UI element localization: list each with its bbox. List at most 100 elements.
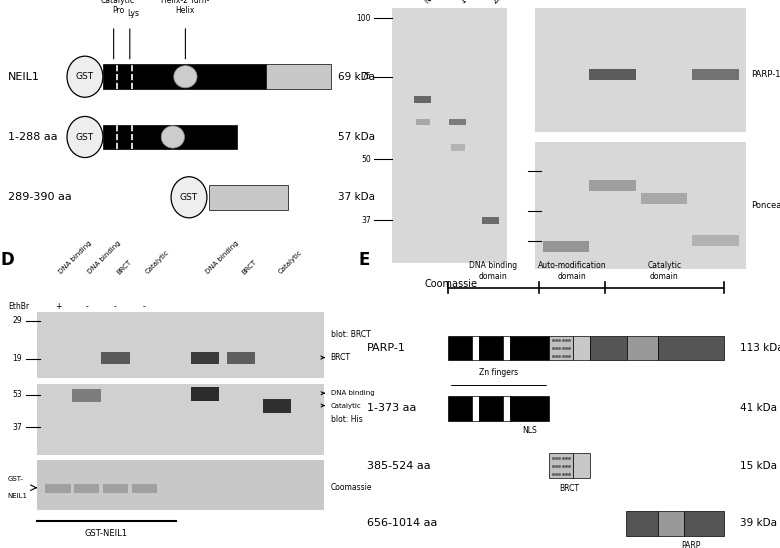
Bar: [191, 352, 219, 364]
Text: Auto-modification
domain: Auto-modification domain: [537, 261, 606, 281]
Bar: [37, 384, 324, 455]
Text: DNA binding: DNA binding: [205, 240, 240, 275]
Bar: [449, 118, 466, 125]
Ellipse shape: [161, 126, 185, 148]
Bar: [573, 454, 590, 478]
Text: Coomassie: Coomassie: [424, 279, 477, 289]
Text: GST-: GST-: [8, 476, 23, 482]
Text: 37: 37: [12, 423, 22, 432]
Text: Catalytic: Catalytic: [277, 249, 303, 275]
Text: NEIL1: NEIL1: [8, 72, 40, 82]
Bar: [503, 396, 510, 421]
Text: Helix-2 Turn-
Helix: Helix-2 Turn- Helix: [161, 0, 210, 15]
Bar: [549, 454, 573, 478]
Text: 19: 19: [12, 355, 22, 363]
Text: NLS: NLS: [522, 426, 537, 435]
Text: 385-524 aa: 385-524 aa: [367, 461, 431, 471]
Bar: [479, 335, 503, 361]
Bar: [510, 335, 549, 361]
Bar: [510, 396, 549, 421]
Text: EthBr: EthBr: [8, 302, 29, 311]
Text: blot: BRCT: blot: BRCT: [331, 330, 370, 339]
Bar: [658, 511, 685, 536]
Text: 29: 29: [12, 316, 22, 325]
Bar: [535, 8, 746, 132]
Text: Catalytic: Catalytic: [144, 249, 170, 275]
Bar: [479, 396, 503, 421]
Text: 41 kDa: 41 kDa: [739, 403, 777, 413]
Text: -: -: [143, 302, 146, 311]
Text: DNA binding: DNA binding: [321, 390, 374, 396]
Text: Catalytic: Catalytic: [321, 403, 361, 408]
Bar: [448, 335, 472, 361]
Text: 1-288: 1-288: [458, 0, 480, 5]
Text: E: E: [359, 250, 370, 269]
Text: blot: His: blot: His: [331, 415, 363, 424]
Text: DNA binding: DNA binding: [87, 240, 122, 275]
Text: 69 kDa: 69 kDa: [338, 72, 375, 82]
Bar: [590, 335, 627, 361]
Ellipse shape: [171, 176, 207, 218]
Bar: [535, 142, 746, 269]
Text: PARP
signature: PARP signature: [672, 541, 709, 548]
Bar: [37, 460, 324, 510]
Text: 37: 37: [361, 216, 370, 225]
Text: BRCT: BRCT: [241, 258, 258, 275]
Text: 100: 100: [356, 14, 370, 22]
Text: 289-390 aa: 289-390 aa: [8, 192, 72, 202]
Text: Zn fingers: Zn fingers: [479, 368, 518, 377]
Text: NEIL1: NEIL1: [8, 493, 28, 499]
Bar: [627, 335, 658, 361]
Text: 37 kDa: 37 kDa: [338, 192, 375, 202]
Bar: [693, 236, 739, 247]
Bar: [209, 185, 288, 210]
Bar: [101, 352, 129, 364]
Text: NEIL1: NEIL1: [423, 0, 445, 5]
Bar: [263, 399, 291, 413]
Bar: [37, 312, 324, 378]
Text: 656-1014 aa: 656-1014 aa: [367, 518, 437, 528]
Text: BRCT: BRCT: [321, 353, 351, 362]
Text: -: -: [114, 302, 117, 311]
Bar: [482, 217, 498, 224]
Text: D: D: [1, 250, 14, 269]
Bar: [472, 396, 479, 421]
Ellipse shape: [67, 56, 103, 98]
Bar: [573, 335, 590, 361]
Text: 53: 53: [12, 390, 22, 399]
Ellipse shape: [174, 66, 197, 88]
Text: -: -: [85, 302, 88, 311]
Bar: [590, 70, 636, 81]
Bar: [73, 389, 101, 402]
Text: Ponceau: Ponceau: [752, 201, 780, 210]
Bar: [685, 511, 724, 536]
Bar: [503, 335, 510, 361]
Text: GST: GST: [180, 193, 198, 202]
Text: 57 kDa: 57 kDa: [338, 132, 375, 142]
Bar: [590, 180, 636, 191]
Bar: [416, 118, 430, 125]
Text: DNA binding
domain: DNA binding domain: [469, 261, 517, 281]
Bar: [227, 352, 255, 364]
Text: 289-390: 289-390: [490, 0, 519, 5]
Bar: [641, 193, 687, 204]
Text: PARP-1: PARP-1: [752, 70, 780, 79]
Bar: [191, 387, 219, 401]
Bar: [626, 511, 658, 536]
Text: 1-373 aa: 1-373 aa: [367, 403, 416, 413]
Text: Catalytic
domain: Catalytic domain: [647, 261, 681, 281]
Text: 50: 50: [361, 155, 370, 164]
Bar: [392, 8, 507, 263]
Text: GST: GST: [76, 72, 94, 81]
Bar: [658, 335, 724, 361]
Text: 113 kDa: 113 kDa: [739, 343, 780, 353]
Text: DNA binding: DNA binding: [58, 240, 93, 275]
Text: +: +: [55, 302, 61, 311]
Bar: [414, 96, 431, 103]
Bar: [266, 65, 331, 89]
Text: GST: GST: [76, 133, 94, 141]
Text: BRCT: BRCT: [115, 258, 133, 275]
Bar: [448, 396, 472, 421]
Bar: [103, 65, 266, 89]
Bar: [451, 144, 465, 151]
